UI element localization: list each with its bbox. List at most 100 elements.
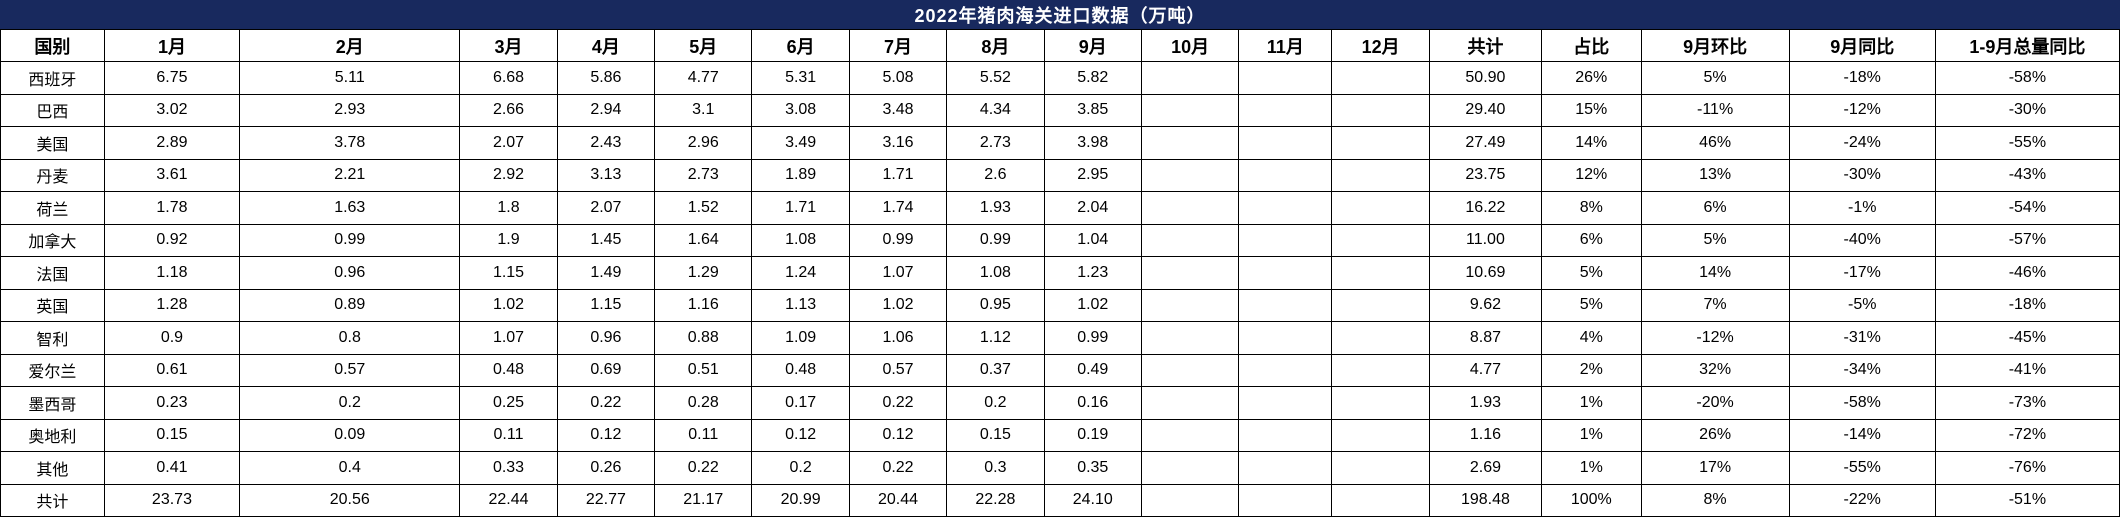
data-cell: -14% <box>1788 418 1936 452</box>
data-cell: 0.88 <box>654 321 753 355</box>
table-row: 爱尔兰 0.61 0.57 0.48 0.69 0.51 0.48 0.57 0.37 0.49 4… <box>0 353 2120 387</box>
data-cell: 5.08 <box>848 61 948 95</box>
data-cell: 3.98 <box>1043 126 1142 160</box>
data-cell: 23.75 <box>1428 158 1543 192</box>
data-cell: 0.15 <box>103 418 241 452</box>
data-cell <box>1331 288 1430 322</box>
data-cell: 4.34 <box>946 93 1045 127</box>
data-cell: 0.41 <box>103 451 241 485</box>
data-cell <box>1331 418 1430 452</box>
data-cell <box>1331 256 1430 290</box>
data-cell <box>1331 191 1430 225</box>
data-cell: 5.82 <box>1043 61 1142 95</box>
data-cell: 2.73 <box>654 158 753 192</box>
data-cell: 1.9 <box>459 223 558 257</box>
data-cell <box>1140 126 1240 160</box>
data-cell: 15% <box>1541 93 1642 127</box>
data-cell: -76% <box>1934 451 2120 485</box>
table-row: 荷兰 1.78 1.63 1.8 2.07 1.52 1.71 1.74 1.93 2.04 16.… <box>0 191 2120 225</box>
data-cell: 1.24 <box>751 256 850 290</box>
data-cell: 1.93 <box>1428 386 1543 420</box>
data-cell <box>1331 386 1430 420</box>
data-cell: 1.06 <box>848 321 948 355</box>
data-cell: 0.9 <box>103 321 241 355</box>
data-cell: 12% <box>1541 158 1642 192</box>
table-row: 法国 1.18 0.96 1.15 1.49 1.29 1.24 1.07 1.08 1.23 10… <box>0 256 2120 290</box>
data-cell: 26% <box>1640 418 1790 452</box>
data-cell: 22.28 <box>946 483 1045 517</box>
data-cell: 0.12 <box>848 418 948 452</box>
import-data-table: 国别 1月 2月 3月 4月 5月 6月 7月 8月 9月 10月 11月 12月 共计 占比 9月环比 9月同… <box>0 29 2120 517</box>
data-cell: 3.1 <box>654 93 753 127</box>
table-row: 墨西哥 0.23 0.2 0.25 0.22 0.28 0.17 0.22 0.2 0.16 1.9… <box>0 386 2120 420</box>
row-header-country: 巴西 <box>0 93 105 127</box>
data-cell: 0.15 <box>946 418 1045 452</box>
data-cell: 24.10 <box>1043 483 1142 517</box>
data-cell: 0.3 <box>946 451 1045 485</box>
data-cell: 1.15 <box>459 256 558 290</box>
data-cell: 27.49 <box>1428 126 1543 160</box>
row-header-country: 法国 <box>0 256 105 290</box>
row-header-country: 英国 <box>0 288 105 322</box>
data-cell: 3.78 <box>239 126 461 160</box>
data-cell <box>1238 451 1333 485</box>
data-cell: 6% <box>1541 223 1642 257</box>
data-cell: 1.71 <box>751 191 850 225</box>
data-cell: 0.99 <box>848 223 948 257</box>
data-cell: 50.90 <box>1428 61 1543 95</box>
data-cell: 1% <box>1541 451 1642 485</box>
table-title: 2022年猪肉海关进口数据（万吨） <box>0 0 2120 29</box>
data-cell: 22.44 <box>459 483 558 517</box>
data-cell: 8.87 <box>1428 321 1543 355</box>
data-cell: 7% <box>1640 288 1790 322</box>
data-cell: 5.52 <box>946 61 1045 95</box>
data-cell: 1.08 <box>751 223 850 257</box>
data-cell <box>1140 353 1240 387</box>
data-cell: 1.78 <box>103 191 241 225</box>
data-cell: 0.57 <box>239 353 461 387</box>
data-cell: 2.43 <box>556 126 656 160</box>
data-cell <box>1331 61 1430 95</box>
data-cell: 2.92 <box>459 158 558 192</box>
column-header: 11月 <box>1238 29 1333 62</box>
data-cell: 5% <box>1640 61 1790 95</box>
data-cell <box>1140 418 1240 452</box>
data-cell: 0.09 <box>239 418 461 452</box>
data-cell: 1.07 <box>848 256 948 290</box>
data-cell: 2% <box>1541 353 1642 387</box>
column-header: 2月 <box>239 29 461 62</box>
data-cell: 1.18 <box>103 256 241 290</box>
data-cell <box>1238 288 1333 322</box>
data-cell: 29.40 <box>1428 93 1543 127</box>
data-cell <box>1238 126 1333 160</box>
data-cell: 2.04 <box>1043 191 1142 225</box>
data-cell <box>1331 223 1430 257</box>
data-cell: 5% <box>1541 256 1642 290</box>
data-cell: 5% <box>1541 288 1642 322</box>
data-cell: 0.92 <box>103 223 241 257</box>
row-header-country: 智利 <box>0 321 105 355</box>
data-cell <box>1140 451 1240 485</box>
column-header: 共计 <box>1428 29 1543 62</box>
data-cell: 1.09 <box>751 321 850 355</box>
column-header: 7月 <box>848 29 948 62</box>
data-cell: 2.6 <box>946 158 1045 192</box>
data-cell: 0.69 <box>556 353 656 387</box>
data-cell: -12% <box>1788 93 1936 127</box>
row-header-country: 美国 <box>0 126 105 160</box>
data-cell <box>1140 288 1240 322</box>
data-cell <box>1331 483 1430 517</box>
data-cell: -55% <box>1788 451 1936 485</box>
data-cell <box>1140 61 1240 95</box>
table-body: 西班牙 6.75 5.11 6.68 5.86 4.77 5.31 5.08 5.52 5.82 5… <box>0 61 2120 517</box>
data-cell: 1.13 <box>751 288 850 322</box>
data-cell: 1.02 <box>1043 288 1142 322</box>
data-cell: 0.19 <box>1043 418 1142 452</box>
data-cell: 20.99 <box>751 483 850 517</box>
data-cell: -41% <box>1934 353 2120 387</box>
data-cell <box>1238 353 1333 387</box>
column-header: 8月 <box>946 29 1045 62</box>
data-cell: 0.12 <box>556 418 656 452</box>
data-cell: 0.57 <box>848 353 948 387</box>
data-cell <box>1331 353 1430 387</box>
